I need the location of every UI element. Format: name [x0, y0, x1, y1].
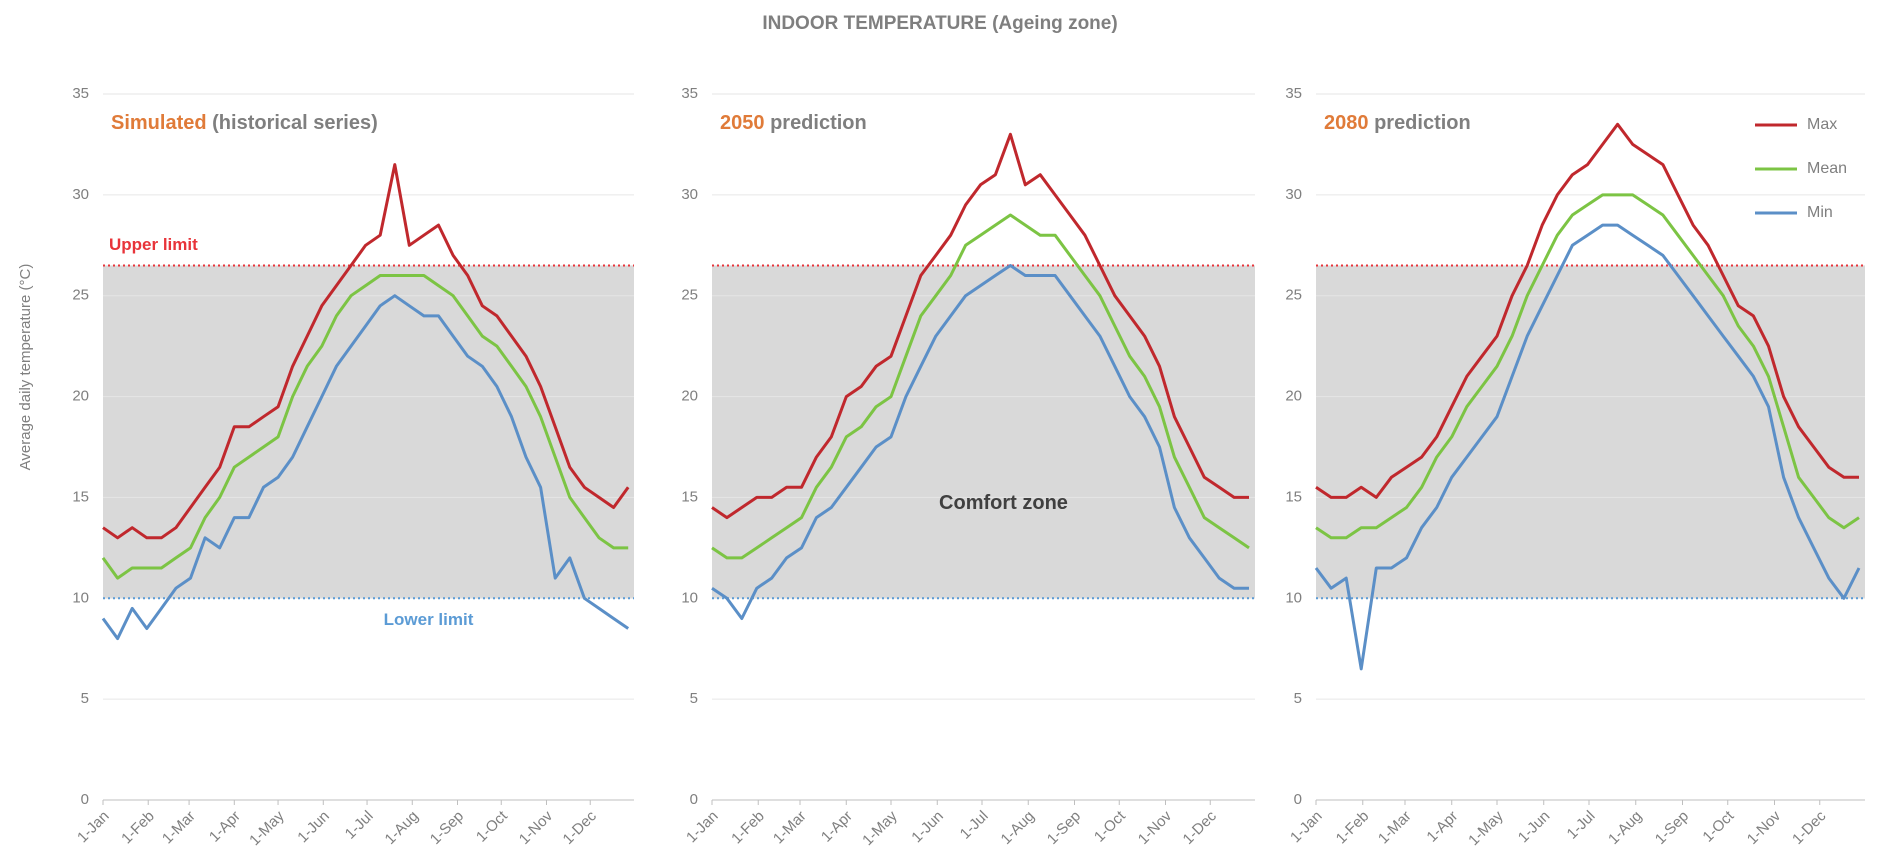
x-tick-label: 1-Sep — [1044, 808, 1084, 848]
y-tick-label: 35 — [72, 85, 89, 102]
y-tick-label: 0 — [690, 791, 698, 808]
y-tick-label: 15 — [72, 488, 89, 505]
comfort-zone — [1316, 265, 1865, 599]
x-tick-label: 1-Dec — [560, 807, 601, 848]
x-tick-label: 1-Mar — [770, 808, 810, 848]
y-tick-label: 25 — [1285, 287, 1302, 304]
x-tick-label: 1-Jan — [74, 808, 113, 847]
series-line — [1315, 193, 1860, 540]
subtitle-highlight: Simulated — [111, 112, 207, 134]
y-tick-label: 20 — [72, 388, 89, 405]
x-tick-label: 1-Aug — [998, 808, 1038, 848]
y-tick-label: 5 — [81, 690, 89, 707]
series-line — [1315, 122, 1859, 499]
x-tick-label: 1-Oct — [1091, 807, 1130, 846]
x-tick-label: 1-Aug — [382, 808, 422, 848]
x-tick-label: 1-Dec — [1789, 807, 1830, 848]
comfort-zone — [103, 265, 634, 599]
x-tick-label: 1-Sep — [1652, 808, 1692, 848]
x-tick-label: 1-Sep — [427, 808, 467, 848]
x-tick-label: 1-Nov — [1135, 807, 1176, 848]
y-tick-label: 5 — [1294, 690, 1302, 707]
x-tick-label: 1-Jul — [957, 808, 992, 843]
y-tick-label: 10 — [1285, 589, 1302, 606]
upper-limit-label: Upper limit — [109, 235, 198, 254]
x-tick-label: 1-May — [1465, 807, 1507, 849]
panel-subtitle: 2050 prediction — [720, 112, 867, 134]
legend-label: Mean — [1807, 160, 1847, 177]
legend-label: Min — [1807, 204, 1833, 221]
y-tick-label: 25 — [681, 287, 698, 304]
zone-label: Comfort zone — [939, 492, 1068, 514]
y-tick-label: 15 — [1285, 488, 1302, 505]
y-tick-label: 10 — [681, 589, 698, 606]
y-tick-label: 10 — [72, 589, 89, 606]
x-tick-label: 1-Oct — [1699, 807, 1738, 846]
lower-limit-label: Lower limit — [384, 610, 474, 629]
x-tick-label: 1-Jan — [683, 808, 722, 847]
legend-label: Max — [1807, 116, 1837, 133]
subtitle-text: prediction — [770, 112, 867, 134]
panel-subtitle: 2080 prediction — [1324, 112, 1471, 134]
x-tick-label: 1-Apr — [1423, 808, 1461, 846]
y-tick-label: 0 — [1294, 791, 1302, 808]
x-tick-label: 1-Nov — [516, 807, 557, 848]
x-tick-label: 1-Feb — [118, 808, 158, 848]
x-tick-label: 1-Mar — [1375, 808, 1415, 848]
comfort-zone — [712, 265, 1255, 599]
x-tick-label: 1-May — [859, 807, 901, 849]
y-tick-label: 35 — [1285, 85, 1302, 102]
y-tick-label: 30 — [72, 186, 89, 203]
x-tick-label: 1-Oct — [473, 807, 512, 846]
x-tick-label: 1-Jun — [294, 808, 333, 847]
x-tick-label: 1-Jun — [908, 808, 947, 847]
y-tick-label: 25 — [72, 287, 89, 304]
y-tick-label: 5 — [690, 690, 698, 707]
y-tick-label: 15 — [681, 488, 698, 505]
x-tick-label: 1-Feb — [1333, 808, 1373, 848]
figure-title: INDOOR TEMPERATURE (Ageing zone) — [762, 13, 1117, 34]
y-tick-label: 20 — [1285, 388, 1302, 405]
series-line — [1314, 223, 1861, 671]
x-tick-label: 1-Aug — [1605, 808, 1645, 848]
y-tick-label: 30 — [681, 186, 698, 203]
x-tick-label: 1-Jul — [342, 808, 377, 843]
panel-subtitle: Simulated (historical series) — [111, 112, 378, 134]
x-tick-label: 1-Feb — [728, 808, 768, 848]
series-line — [711, 264, 1249, 620]
series-line — [102, 163, 630, 540]
y-tick-label: 35 — [681, 85, 698, 102]
subtitle-highlight: 2050 — [720, 112, 765, 134]
y-axis-label: Average daily temperature (°C) — [17, 264, 34, 471]
x-tick-label: 1-Jun — [1515, 808, 1554, 847]
subtitle-highlight: 2080 — [1324, 112, 1369, 134]
x-tick-label: 1-Dec — [1180, 807, 1221, 848]
subtitle-text: (historical series) — [212, 112, 378, 134]
series-line — [711, 213, 1250, 560]
x-tick-label: 1-Jul — [1564, 808, 1599, 843]
y-tick-label: 20 — [681, 388, 698, 405]
subtitle-text: prediction — [1374, 112, 1471, 134]
series-line — [101, 274, 629, 580]
series-line — [711, 132, 1249, 520]
x-tick-label: 1-Mar — [159, 808, 199, 848]
x-tick-label: 1-Jan — [1287, 808, 1326, 847]
x-tick-label: 1-Apr — [818, 808, 856, 846]
x-tick-label: 1-Apr — [206, 808, 244, 846]
y-tick-label: 30 — [1285, 186, 1302, 203]
x-tick-label: 1-Nov — [1744, 807, 1785, 848]
series-line — [101, 294, 630, 641]
x-tick-label: 1-May — [246, 807, 288, 849]
y-tick-label: 0 — [81, 791, 89, 808]
